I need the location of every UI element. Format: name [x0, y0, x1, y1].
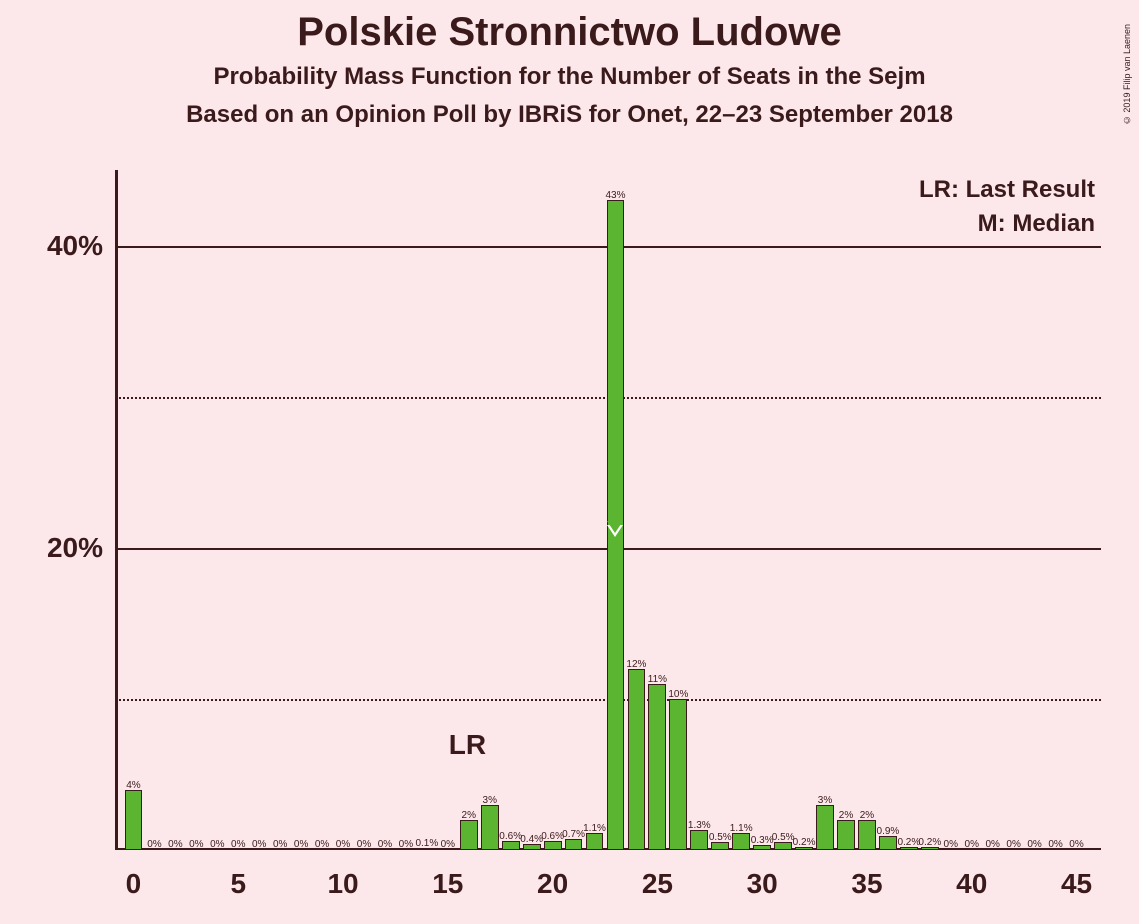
bar-value-label: 1.1%: [583, 823, 606, 834]
bar-value-label: 0%: [399, 839, 413, 850]
bar-value-label: 0.2%: [793, 837, 816, 848]
bar-value-label: 0%: [944, 839, 958, 850]
bar: 43%: [607, 200, 625, 850]
legend-lr: LR: Last Result: [919, 176, 1095, 204]
bar: 3%: [481, 805, 499, 850]
bar: 1.1%: [586, 833, 604, 850]
y-tick-label: 20%: [47, 532, 103, 564]
bar-value-label: 1.1%: [730, 823, 753, 834]
bar: 0.7%: [565, 839, 583, 850]
x-tick-label: 25: [642, 868, 673, 900]
bar: 0.6%: [544, 841, 562, 850]
chart-subtitle-1: Probability Mass Function for the Number…: [0, 63, 1139, 91]
legend-median: M: Median: [978, 210, 1095, 238]
bar: 0.2%: [795, 847, 813, 850]
bar: 0.3%: [753, 845, 771, 850]
chart-plot-area: 20%40%0510152025303540454%0%0%0%0%0%0%0%…: [115, 170, 1101, 850]
chart-subtitle-2: Based on an Opinion Poll by IBRiS for On…: [0, 101, 1139, 129]
bar-value-label: 0%: [189, 839, 203, 850]
bar-value-label: 4%: [126, 780, 140, 791]
copyright-notice: © 2019 Filip van Laenen: [1122, 24, 1132, 125]
bar: 2%: [837, 820, 855, 850]
y-axis: [115, 170, 118, 850]
bar-value-label: 0%: [210, 839, 224, 850]
bar: 10%: [669, 699, 687, 850]
bar: 2%: [460, 820, 478, 850]
x-tick-label: 5: [230, 868, 246, 900]
bar-value-label: 0%: [441, 839, 455, 850]
bar-value-label: 0%: [965, 839, 979, 850]
bar: 1.1%: [732, 833, 750, 850]
bar: 0.5%: [774, 842, 792, 850]
bar: 0.6%: [502, 841, 520, 850]
bar: 2%: [858, 820, 876, 850]
bar-value-label: 0%: [378, 839, 392, 850]
x-tick-label: 45: [1061, 868, 1092, 900]
x-tick-label: 15: [432, 868, 463, 900]
bar-value-label: 2%: [839, 810, 853, 821]
bar-value-label: 0%: [985, 839, 999, 850]
bar-value-label: 0%: [252, 839, 266, 850]
bar-value-label: 0%: [357, 839, 371, 850]
bar: 1.3%: [690, 830, 708, 850]
x-tick-label: 30: [747, 868, 778, 900]
bar-value-label: 3%: [483, 795, 497, 806]
bar-value-label: 0.9%: [877, 826, 900, 837]
bar-value-label: 0%: [168, 839, 182, 850]
bar-value-label: 0.5%: [772, 832, 795, 843]
bar-value-label: 2%: [860, 810, 874, 821]
x-tick-label: 0: [126, 868, 142, 900]
y-tick-label: 40%: [47, 230, 103, 262]
bar-value-label: 0%: [231, 839, 245, 850]
bar-value-label: 0%: [273, 839, 287, 850]
bar-value-label: 0%: [1048, 839, 1062, 850]
bar-value-label: 0.6%: [541, 831, 564, 842]
bar-value-label: 0.2%: [897, 837, 920, 848]
bar-value-label: 10%: [668, 689, 688, 700]
bar-value-label: 0.5%: [709, 832, 732, 843]
bar: 0.2%: [900, 847, 918, 850]
bar-value-label: 11%: [648, 674, 667, 685]
bar-value-label: 0%: [336, 839, 350, 850]
bar-value-label: 12%: [626, 659, 646, 670]
bar-value-label: 0.3%: [751, 835, 774, 846]
x-tick-label: 20: [537, 868, 568, 900]
bar: 0.9%: [879, 836, 897, 850]
bar-value-label: 0.4%: [520, 834, 543, 845]
bar: 0.4%: [523, 844, 541, 850]
x-tick-label: 10: [327, 868, 358, 900]
bar-value-label: 0.6%: [499, 831, 522, 842]
bar: 0.1%: [418, 848, 436, 850]
bar-value-label: 2%: [462, 810, 476, 821]
x-tick-label: 40: [956, 868, 987, 900]
bar: 0.2%: [921, 847, 939, 850]
bar-value-label: 3%: [818, 795, 832, 806]
bar-value-label: 0%: [147, 839, 161, 850]
bar: 11%: [648, 684, 666, 850]
bar-value-label: 0%: [1069, 839, 1083, 850]
bar-value-label: 1.3%: [688, 820, 711, 831]
bar: 4%: [125, 790, 143, 850]
x-tick-label: 35: [851, 868, 882, 900]
bar: 0.5%: [711, 842, 729, 850]
bar-value-label: 43%: [605, 190, 625, 201]
bar: 3%: [816, 805, 834, 850]
chart-title: Polskie Stronnictwo Ludowe: [0, 10, 1139, 55]
bar-value-label: 0%: [294, 839, 308, 850]
bar-value-label: 0.2%: [918, 837, 941, 848]
bar: 12%: [628, 669, 646, 850]
bar-value-label: 0%: [1027, 839, 1041, 850]
bar-value-label: 0%: [315, 839, 329, 850]
last-result-marker: LR: [449, 729, 486, 761]
bar-value-label: 0%: [1006, 839, 1020, 850]
bar-value-label: 0.7%: [562, 829, 585, 840]
bar-value-label: 0.1%: [415, 838, 438, 849]
